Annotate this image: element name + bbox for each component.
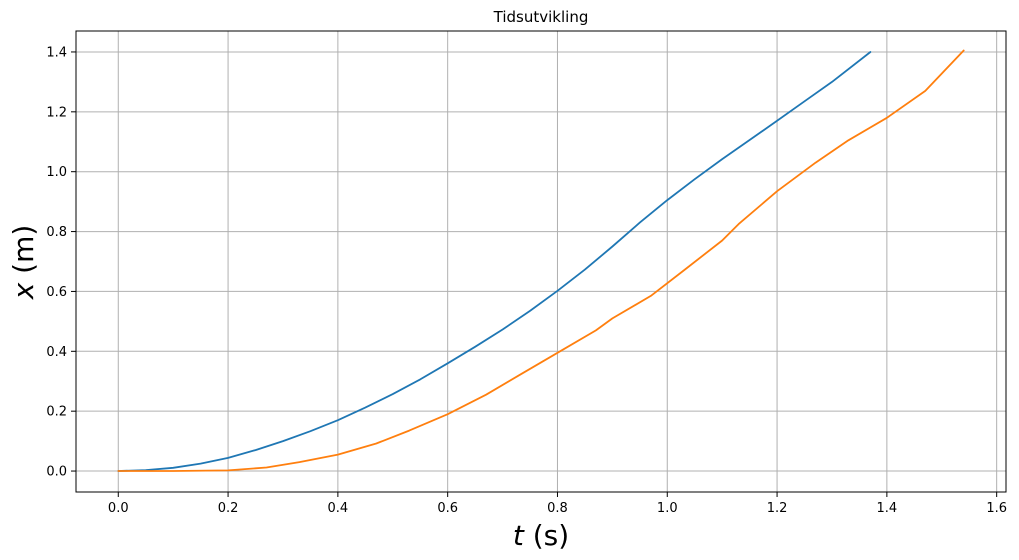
x-axis-unit: (s) bbox=[524, 519, 569, 552]
y-axis-unit: (m) bbox=[7, 225, 40, 283]
series-line-1 bbox=[117, 51, 872, 472]
x-axis-variable: t bbox=[513, 519, 525, 552]
y-axis-ticks: 0.0 0.2 0.4 0.6 0.8 1.0 1.2 1.4 bbox=[46, 45, 76, 480]
y-tick-label: 0.6 bbox=[46, 285, 67, 300]
y-tick-label: 0.2 bbox=[46, 405, 67, 420]
x-tick-label: 0.8 bbox=[547, 501, 568, 516]
y-axis-label: x (m) bbox=[7, 225, 40, 301]
x-tick-label: 1.6 bbox=[986, 501, 1007, 516]
x-tick-label: 1.2 bbox=[767, 501, 788, 516]
y-tick-label: 0.4 bbox=[46, 345, 67, 360]
x-tick-label: 1.4 bbox=[877, 501, 898, 516]
y-tick-label: 1.2 bbox=[46, 105, 67, 120]
grid bbox=[76, 31, 1006, 492]
y-tick-label: 1.0 bbox=[46, 165, 67, 180]
series-line-2 bbox=[117, 49, 965, 472]
x-tick-label: 0.6 bbox=[437, 501, 458, 516]
plot-frame bbox=[75, 30, 1007, 493]
y-tick-label: 0.0 bbox=[46, 465, 67, 480]
x-tick-label: 0.0 bbox=[108, 501, 129, 516]
x-axis-ticks: 0.0 0.2 0.4 0.6 0.8 1.0 1.2 1.4 1.6 bbox=[108, 492, 1007, 516]
y-tick-label: 1.4 bbox=[46, 45, 67, 60]
y-tick-label: 0.8 bbox=[46, 225, 67, 240]
chart-title: Tidsutvikling bbox=[493, 8, 589, 26]
x-tick-label: 0.2 bbox=[218, 501, 239, 516]
x-tick-label: 0.4 bbox=[328, 501, 349, 516]
x-tick-label: 1.0 bbox=[657, 501, 678, 516]
x-axis-label: t (s) bbox=[513, 519, 569, 552]
y-axis-variable: x bbox=[7, 282, 40, 300]
series-group bbox=[117, 49, 965, 472]
